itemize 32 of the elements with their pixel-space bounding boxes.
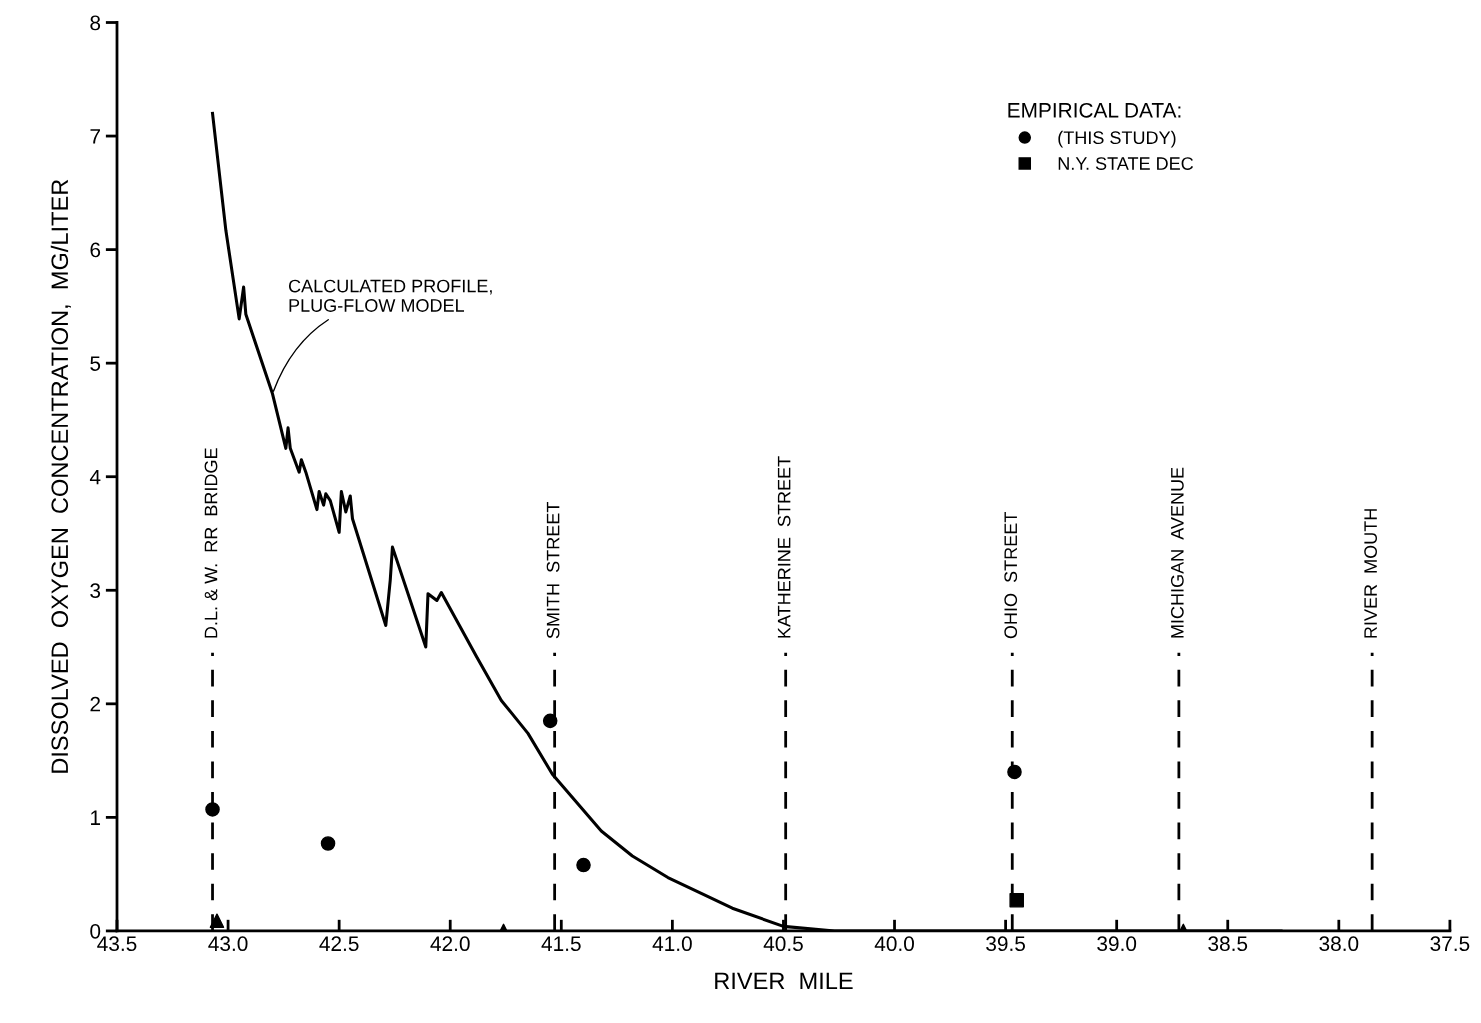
y-tick-label: 3 (90, 583, 101, 599)
x-axis-title: RIVER MILE (715, 972, 853, 989)
x-tick-label: 41.5 (541, 936, 581, 952)
y-axis-title: DISSOLVED OXYGEN CONCENTRATION, MG/LITER (50, 179, 71, 773)
x-tick-label: 42.5 (319, 936, 359, 952)
legend-label: (THIS STUDY) (1058, 130, 1176, 148)
x-tick-label: 39.5 (986, 936, 1025, 952)
annotation: CALCULATED PROFILE, PLUG-FLOW MODEL (288, 279, 492, 312)
ref-line-label: KATHERINE STREET (777, 456, 791, 638)
y-tick-label: 6 (90, 242, 101, 258)
y-tick-label: 7 (90, 129, 100, 144)
ref-line-label: SMITH STREET (546, 502, 560, 639)
ref-line-label: RIVER MOUTH (1364, 509, 1377, 638)
legend-title: EMPIRICAL DATA: (1008, 102, 1181, 118)
y-tick-label: 5 (90, 356, 101, 371)
y-tick-label: 2 (90, 696, 100, 712)
x-tick-label: 42.0 (430, 936, 470, 952)
x-tick-label: 40.5 (763, 936, 803, 952)
ref-line-label: MICHIGAN AVENUE (1170, 467, 1184, 638)
x-tick-label: 41.0 (652, 936, 692, 952)
x-tick-label: 43.0 (208, 936, 248, 952)
legend-label: N.Y. STATE DEC (1058, 157, 1194, 170)
y-tick-label: 4 (89, 469, 101, 485)
ref-line-label: OHIO STREET (1004, 512, 1018, 639)
x-tick-label: 38.0 (1319, 936, 1359, 952)
y-tick-label: 8 (90, 15, 101, 31)
x-tick-label: 38.5 (1208, 936, 1248, 952)
x-tick-label: 39.0 (1097, 936, 1137, 952)
y-tick-label: 1 (91, 810, 101, 825)
x-tick-label: 37.5 (1430, 936, 1470, 952)
ref-line-label: D.L. & W. RR BRIDGE (204, 448, 218, 638)
x-tick-label: 40.0 (874, 936, 914, 952)
